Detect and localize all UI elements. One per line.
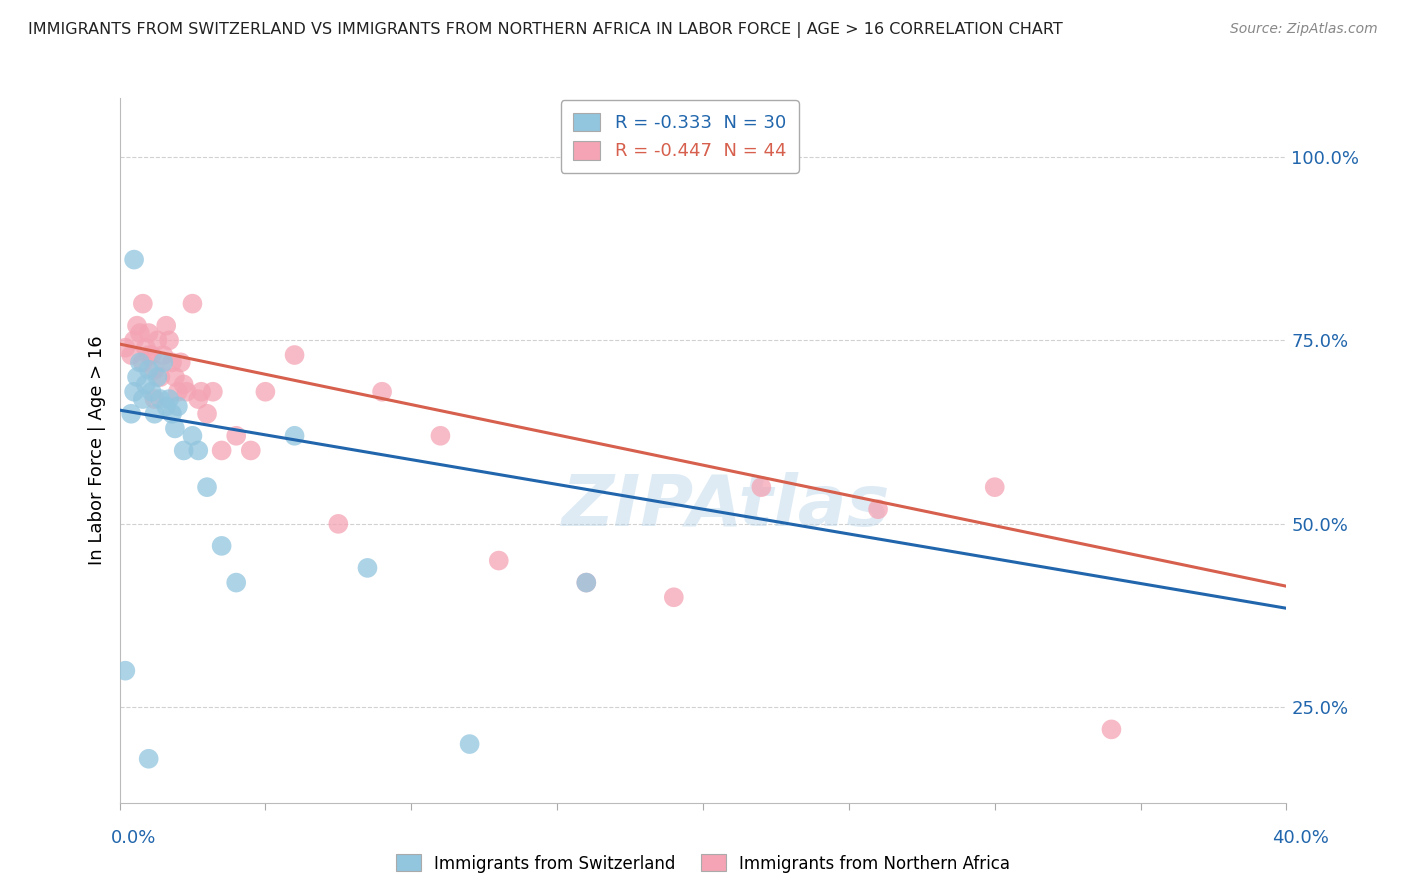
Point bbox=[132, 355, 155, 369]
Text: 40.0%: 40.0% bbox=[1272, 829, 1329, 847]
Point bbox=[176, 384, 198, 399]
Point bbox=[173, 443, 195, 458]
Point bbox=[149, 392, 172, 406]
Point bbox=[160, 407, 183, 421]
Point bbox=[181, 296, 204, 310]
Point bbox=[160, 355, 183, 369]
Point bbox=[122, 334, 145, 348]
Point bbox=[163, 370, 186, 384]
Point bbox=[429, 429, 451, 443]
Point bbox=[166, 384, 188, 399]
Point bbox=[146, 334, 169, 348]
Point bbox=[120, 348, 142, 362]
Point bbox=[141, 348, 163, 362]
Point bbox=[225, 575, 247, 590]
Point bbox=[254, 384, 277, 399]
Point bbox=[283, 348, 307, 362]
Point bbox=[149, 370, 172, 384]
Point bbox=[120, 407, 142, 421]
Legend: R = -0.333  N = 30, R = -0.447  N = 44: R = -0.333 N = 30, R = -0.447 N = 44 bbox=[561, 100, 799, 173]
Point bbox=[135, 377, 157, 392]
Point bbox=[152, 348, 174, 362]
Point bbox=[157, 334, 180, 348]
Point bbox=[488, 553, 510, 567]
Point bbox=[187, 392, 209, 406]
Point bbox=[751, 480, 773, 494]
Point bbox=[195, 407, 218, 421]
Point bbox=[114, 341, 136, 355]
Point bbox=[132, 392, 155, 406]
Point bbox=[125, 370, 148, 384]
Point bbox=[157, 392, 180, 406]
Text: ZIPAtlas: ZIPAtlas bbox=[562, 473, 890, 541]
Point bbox=[283, 429, 307, 443]
Point bbox=[132, 296, 155, 310]
Text: IMMIGRANTS FROM SWITZERLAND VS IMMIGRANTS FROM NORTHERN AFRICA IN LABOR FORCE | : IMMIGRANTS FROM SWITZERLAND VS IMMIGRANT… bbox=[28, 22, 1063, 38]
Point bbox=[866, 502, 890, 516]
Point bbox=[155, 400, 177, 414]
Point bbox=[155, 318, 177, 333]
Point bbox=[173, 377, 195, 392]
Point bbox=[138, 348, 160, 362]
Point bbox=[201, 384, 224, 399]
Point bbox=[181, 429, 204, 443]
Point bbox=[225, 429, 247, 443]
Point bbox=[328, 516, 350, 531]
Point bbox=[458, 737, 481, 751]
Y-axis label: In Labor Force | Age > 16: In Labor Force | Age > 16 bbox=[87, 335, 105, 566]
Point bbox=[163, 421, 186, 435]
Point bbox=[122, 384, 145, 399]
Point bbox=[211, 443, 233, 458]
Point bbox=[135, 341, 157, 355]
Text: Source: ZipAtlas.com: Source: ZipAtlas.com bbox=[1230, 22, 1378, 37]
Point bbox=[983, 480, 1005, 494]
Point bbox=[190, 384, 212, 399]
Point bbox=[187, 443, 209, 458]
Point bbox=[143, 407, 166, 421]
Point bbox=[141, 384, 163, 399]
Text: 0.0%: 0.0% bbox=[111, 829, 156, 847]
Point bbox=[152, 355, 174, 369]
Point bbox=[125, 318, 148, 333]
Point bbox=[371, 384, 394, 399]
Point bbox=[211, 539, 233, 553]
Point bbox=[138, 362, 160, 376]
Point bbox=[1099, 723, 1122, 737]
Point bbox=[195, 480, 218, 494]
Point bbox=[138, 326, 160, 340]
Point bbox=[138, 752, 160, 766]
Point bbox=[129, 355, 152, 369]
Point bbox=[575, 575, 598, 590]
Point bbox=[114, 664, 136, 678]
Point bbox=[129, 326, 152, 340]
Point bbox=[143, 362, 166, 376]
Point bbox=[662, 591, 685, 605]
Point bbox=[170, 355, 193, 369]
Point bbox=[239, 443, 262, 458]
Point bbox=[356, 561, 378, 575]
Point bbox=[143, 392, 166, 406]
Point bbox=[146, 370, 169, 384]
Point bbox=[166, 400, 188, 414]
Legend: Immigrants from Switzerland, Immigrants from Northern Africa: Immigrants from Switzerland, Immigrants … bbox=[389, 847, 1017, 880]
Point bbox=[575, 575, 598, 590]
Point bbox=[122, 252, 145, 267]
